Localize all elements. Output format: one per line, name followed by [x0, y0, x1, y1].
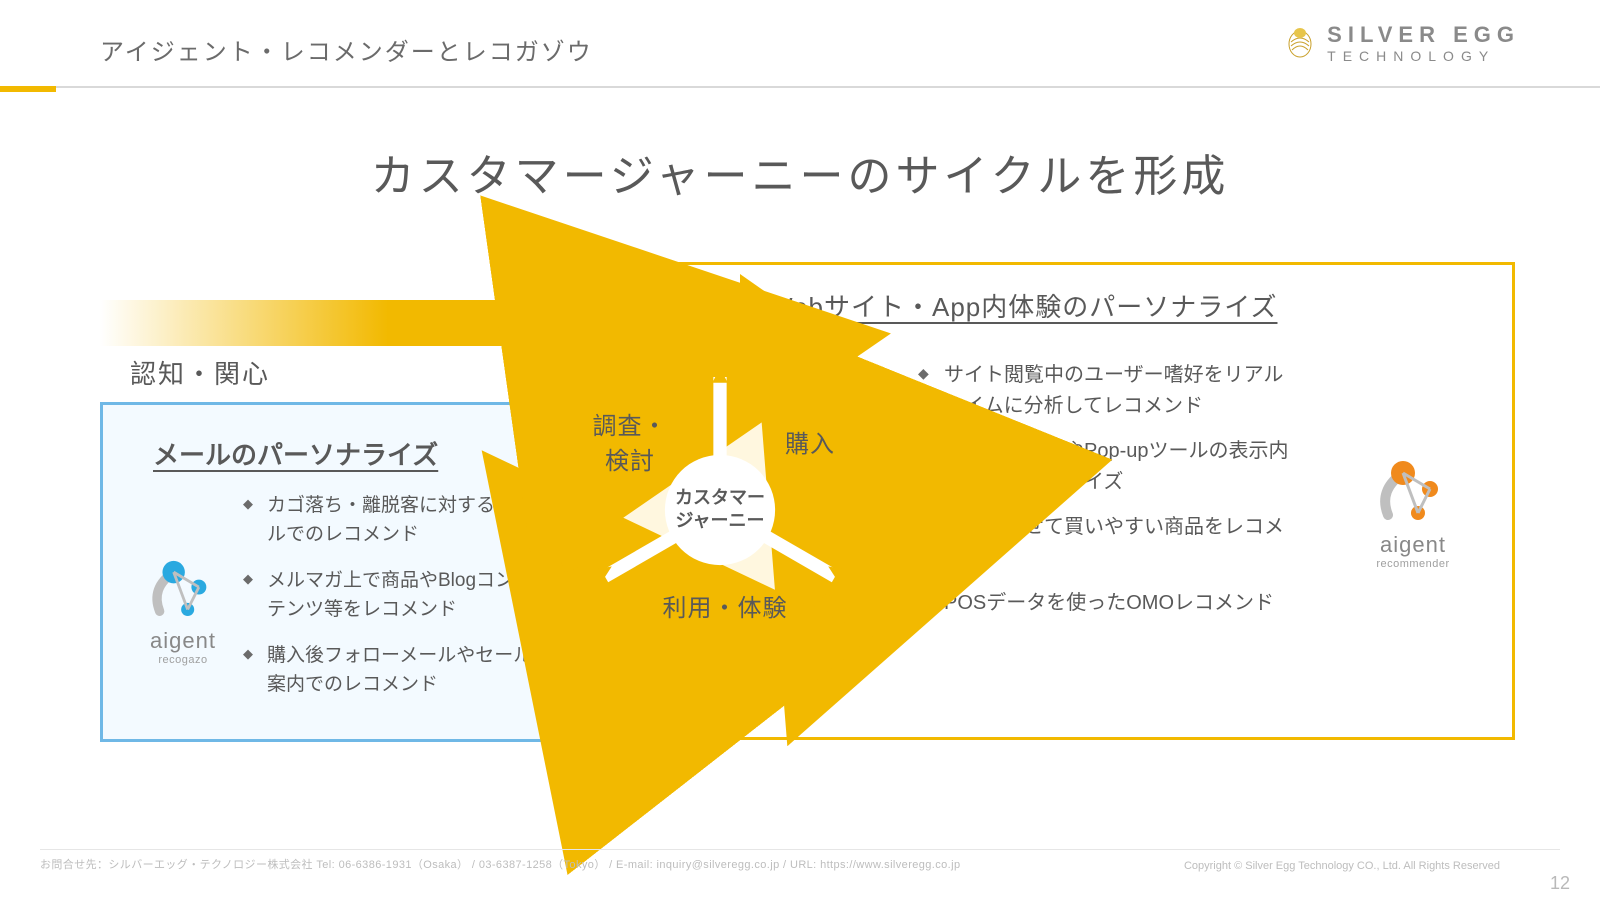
cycle-center-line2: ジャーニー — [675, 511, 764, 531]
aigent-blue-name: aigent — [123, 628, 243, 654]
aigent-orange-name: aigent — [1348, 532, 1478, 558]
panel-mail-list: カゴ落ち・離脱客に対するメールでのレコメンド メルマガ上で商品やBlogコンテン… — [243, 491, 533, 716]
panel-web-bullet: POSデータを使ったOMOレコメンド — [918, 588, 1298, 619]
cycle-seg1-line1: 調査・ — [593, 413, 668, 440]
aigent-recommender-logo: aigent recommender — [1348, 455, 1478, 570]
breadcrumb: アイジェント・レコメンダーとレコガゾウ — [100, 32, 593, 67]
panel-mail-bullet: カゴ落ち・離脱客に対するメールでのレコメンド — [243, 491, 533, 550]
panel-web-bullet: 組み合わせて買いやすい商品をレコメンド — [918, 512, 1298, 574]
cycle-segment-use: 利用・体験 — [645, 588, 805, 623]
page-title: カスタマージャーニーのサイクルを形成 — [0, 140, 1600, 204]
cycle-segment-research: 調査・ 検討 — [570, 406, 690, 476]
cycle-center-line1: カスタマー — [675, 488, 765, 508]
interest-label: 認知・関心 — [130, 354, 270, 391]
aigent-orange-icon — [1368, 455, 1458, 525]
footer-copyright: Copyright © Silver Egg Technology CO., L… — [1184, 860, 1500, 872]
slide: アイジェント・レコメンダーとレコガゾウ SILVER EGG TECHNOLOG… — [0, 0, 1600, 900]
panel-mail-bullet: 購入後フォローメールやセール案内でのレコメンド — [243, 641, 533, 700]
panel-web-title: Webサイト・App内体験のパーソナライズ — [768, 287, 1277, 324]
header-divider — [0, 86, 1600, 88]
cycle-seg1-line2: 検討 — [605, 448, 655, 475]
cycle-center-label: カスタマー ジャーニー — [660, 487, 780, 534]
logo-line1: SILVER EGG — [1327, 22, 1520, 48]
panel-mail-bullet: メルマガ上で商品やBlogコンテンツ等をレコメンド — [243, 566, 533, 625]
panel-web-bullet: 検索エンジンやPop-upツールの表示内容をパーソナライズ — [918, 436, 1298, 498]
panel-mail-personalize: メールのパーソナライズ カゴ落ち・離脱客に対するメールでのレコメンド メルマガ上… — [100, 402, 550, 742]
panel-web-list: サイト閲覧中のユーザー嗜好をリアルタイムに分析してレコメンド 検索エンジンやPo… — [918, 360, 1298, 633]
egg-icon — [1287, 24, 1313, 63]
page-number: 12 — [1550, 873, 1570, 894]
silveregg-logo: SILVER EGG TECHNOLOGY — [1287, 22, 1520, 64]
cycle-diagram: 調査・ 検討 購入 利用・体験 カスタマー ジャーニー — [530, 320, 910, 700]
footer-divider — [40, 849, 1560, 850]
aigent-recogazo-logo: aigent recogazo — [123, 555, 243, 666]
aigent-blue-sub: recogazo — [123, 654, 243, 666]
aigent-orange-sub: recommender — [1348, 558, 1478, 570]
panel-mail-title: メールのパーソナライズ — [153, 435, 438, 472]
header-accent — [0, 86, 56, 92]
footer-contact: お問合せ先：シルバーエッグ・テクノロジー株式会社 Tel: 06-6386-19… — [40, 856, 961, 872]
aigent-blue-icon — [141, 555, 225, 621]
cycle-segment-purchase: 購入 — [760, 424, 860, 459]
logo-line2: TECHNOLOGY — [1327, 48, 1520, 64]
panel-web-bullet: サイト閲覧中のユーザー嗜好をリアルタイムに分析してレコメンド — [918, 360, 1298, 422]
